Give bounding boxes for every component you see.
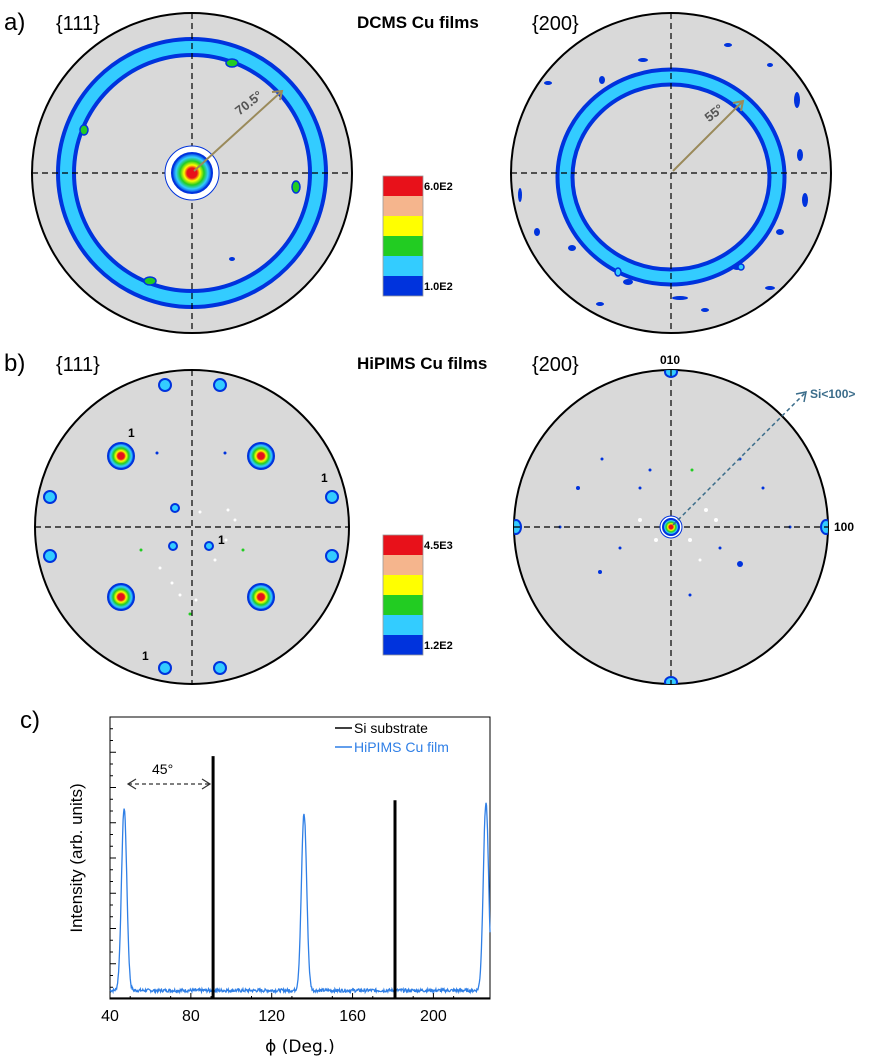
plot-frame (109, 716, 491, 1000)
marker-1-b: 1 (321, 471, 328, 485)
y-axis-label: Intensity (arb. units) (67, 783, 86, 932)
pole-figure-b-111: 1 1 1 1 (34, 369, 350, 685)
annotation-45: 45° (126, 761, 212, 790)
panel-b: b) {111} HiPIMS Cu films {200} (4, 350, 855, 685)
pole-figure-a-200: 55° (510, 12, 832, 334)
x-axis-label: ϕ (Deg.) (265, 1037, 335, 1057)
panel-b-label: b) (4, 350, 25, 377)
panel-a-label: a) (4, 9, 25, 36)
x-tick-label-120: 120 (258, 1008, 285, 1025)
x-tick-label-160: 160 (339, 1008, 366, 1025)
chart-phi-scan: 40 80 120 160 200 Si substrate HiPIMS Cu fil… (67, 716, 491, 1057)
x-tick-label-200: 200 (420, 1008, 447, 1025)
marker-1-c: 1 (218, 533, 225, 547)
chart-legend: Si substrate HiPIMS Cu film (335, 720, 449, 755)
x-tick-label-80: 80 (182, 1008, 200, 1025)
marker-1-a: 1 (128, 426, 135, 440)
panel-a-title: DCMS Cu films (357, 13, 479, 32)
panel-a-pole-111: {111} (56, 13, 100, 35)
y-ticks (110, 728, 116, 988)
panel-b-pole-200: {200} (532, 354, 579, 376)
pole-figure-b-200: Si<100> 010 100 (513, 353, 855, 685)
panel-b-pole-111: {111} (56, 354, 100, 376)
scale-a-min: 1.0E2 (424, 281, 453, 293)
x-tick-labels: 40 80 120 160 200 (101, 1008, 447, 1025)
pole-figure-a-111: 70.5° (31, 12, 353, 334)
panel-c: c) 40 80 120 160 200 Si substrate HiPIMS Cu … (20, 707, 491, 1057)
legend-label-si: Si substrate (354, 720, 428, 736)
scale-b-min: 1.2E2 (424, 640, 453, 652)
scale-a-max: 6.0E2 (424, 181, 453, 193)
color-scale-b: 4.5E3 1.2E2 (382, 534, 453, 656)
scale-b-max: 4.5E3 (424, 540, 453, 552)
color-scale-a: 6.0E2 1.0E2 (382, 175, 453, 297)
angle-arrow-70 (193, 90, 283, 172)
label-100: 100 (834, 520, 854, 534)
panel-b-title: HiPIMS Cu films (357, 354, 487, 373)
annotation-45-label: 45° (152, 761, 173, 777)
marker-1-d: 1 (142, 649, 149, 663)
chart-series (109, 756, 491, 999)
angle-arrow-55 (672, 100, 744, 172)
panel-a-pole-200: {200} (532, 13, 579, 35)
panel-c-label: c) (20, 707, 40, 734)
panel-a: a) {111} DCMS Cu films {200} 70.5° (4, 9, 832, 334)
series-line-cu-film (109, 802, 491, 995)
legend-label-cu: HiPIMS Cu film (354, 739, 449, 755)
si-direction-arrow (672, 391, 807, 526)
label-010: 010 (660, 353, 680, 367)
si-direction-label: Si<100> (810, 387, 855, 401)
x-tick-label-40: 40 (101, 1008, 119, 1025)
